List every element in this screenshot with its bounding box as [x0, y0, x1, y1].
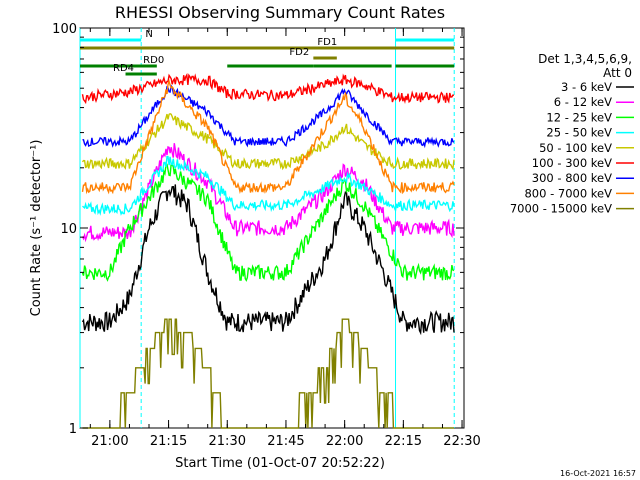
flag-label-n: N	[145, 29, 152, 40]
x-axis-label: Start Time (01-Oct-07 20:52:22)	[175, 456, 385, 471]
legend-label-0: 3 - 6 keV	[561, 80, 612, 94]
x-tick-label: 21:15	[150, 434, 187, 449]
legend-header-line2: Att 0	[603, 66, 632, 80]
series-line-0	[81, 184, 455, 336]
series-line-6	[82, 84, 455, 149]
series-line-2	[81, 161, 455, 282]
series-line-3	[82, 155, 455, 216]
series-line-8	[82, 318, 454, 429]
flag-label-fd2: FD2	[289, 47, 309, 58]
x-tick-label: 22:30	[443, 434, 480, 449]
legend-label-8: 7000 - 15000 keV	[510, 202, 612, 216]
plot-area: N FD1 FD2 RD0 RD4	[79, 28, 455, 429]
legend-label-1: 6 - 12 keV	[554, 95, 612, 109]
legend-label-6: 300 - 800 keV	[532, 171, 612, 185]
flag-label-fd1: FD1	[317, 37, 337, 48]
x-tick-label: 21:45	[267, 434, 304, 449]
series-line-1	[81, 143, 455, 243]
series-line-5	[81, 72, 455, 105]
y-axis-label: Count Rate (s⁻¹ detector⁻¹)	[29, 140, 44, 317]
y-tick-label: 100	[52, 22, 77, 37]
footer-timestamp: 16-Oct-2021 16:57	[560, 469, 636, 478]
flag-label-rd0: RD0	[143, 55, 164, 66]
x-tick-label: 22:00	[326, 434, 363, 449]
x-tick-label: 22:15	[385, 434, 422, 449]
legend-label-2: 12 - 25 keV	[546, 110, 612, 124]
x-tick-label: 21:00	[91, 434, 128, 449]
axes: 21:00 21:15 21:30 21:45 22:00 22:15 22:30 1 10 10…	[52, 22, 481, 449]
y-tick-label: 10	[60, 222, 77, 237]
series-line-7	[81, 78, 455, 195]
legend-label-5: 100 - 300 keV	[532, 156, 612, 170]
legend-label-4: 50 - 100 keV	[539, 141, 612, 155]
legend-label-7: 800 - 7000 keV	[524, 186, 612, 200]
y-tick-label: 1	[69, 422, 77, 437]
chart-title: RHESSI Observing Summary Count Rates	[115, 3, 445, 22]
flag-label-rd4: RD4	[113, 63, 134, 74]
x-tick-label: 21:30	[209, 434, 246, 449]
legend-label-3: 25 - 50 keV	[546, 126, 612, 140]
legend-header-line1: Det 1,3,4,5,6,9,	[538, 52, 632, 66]
